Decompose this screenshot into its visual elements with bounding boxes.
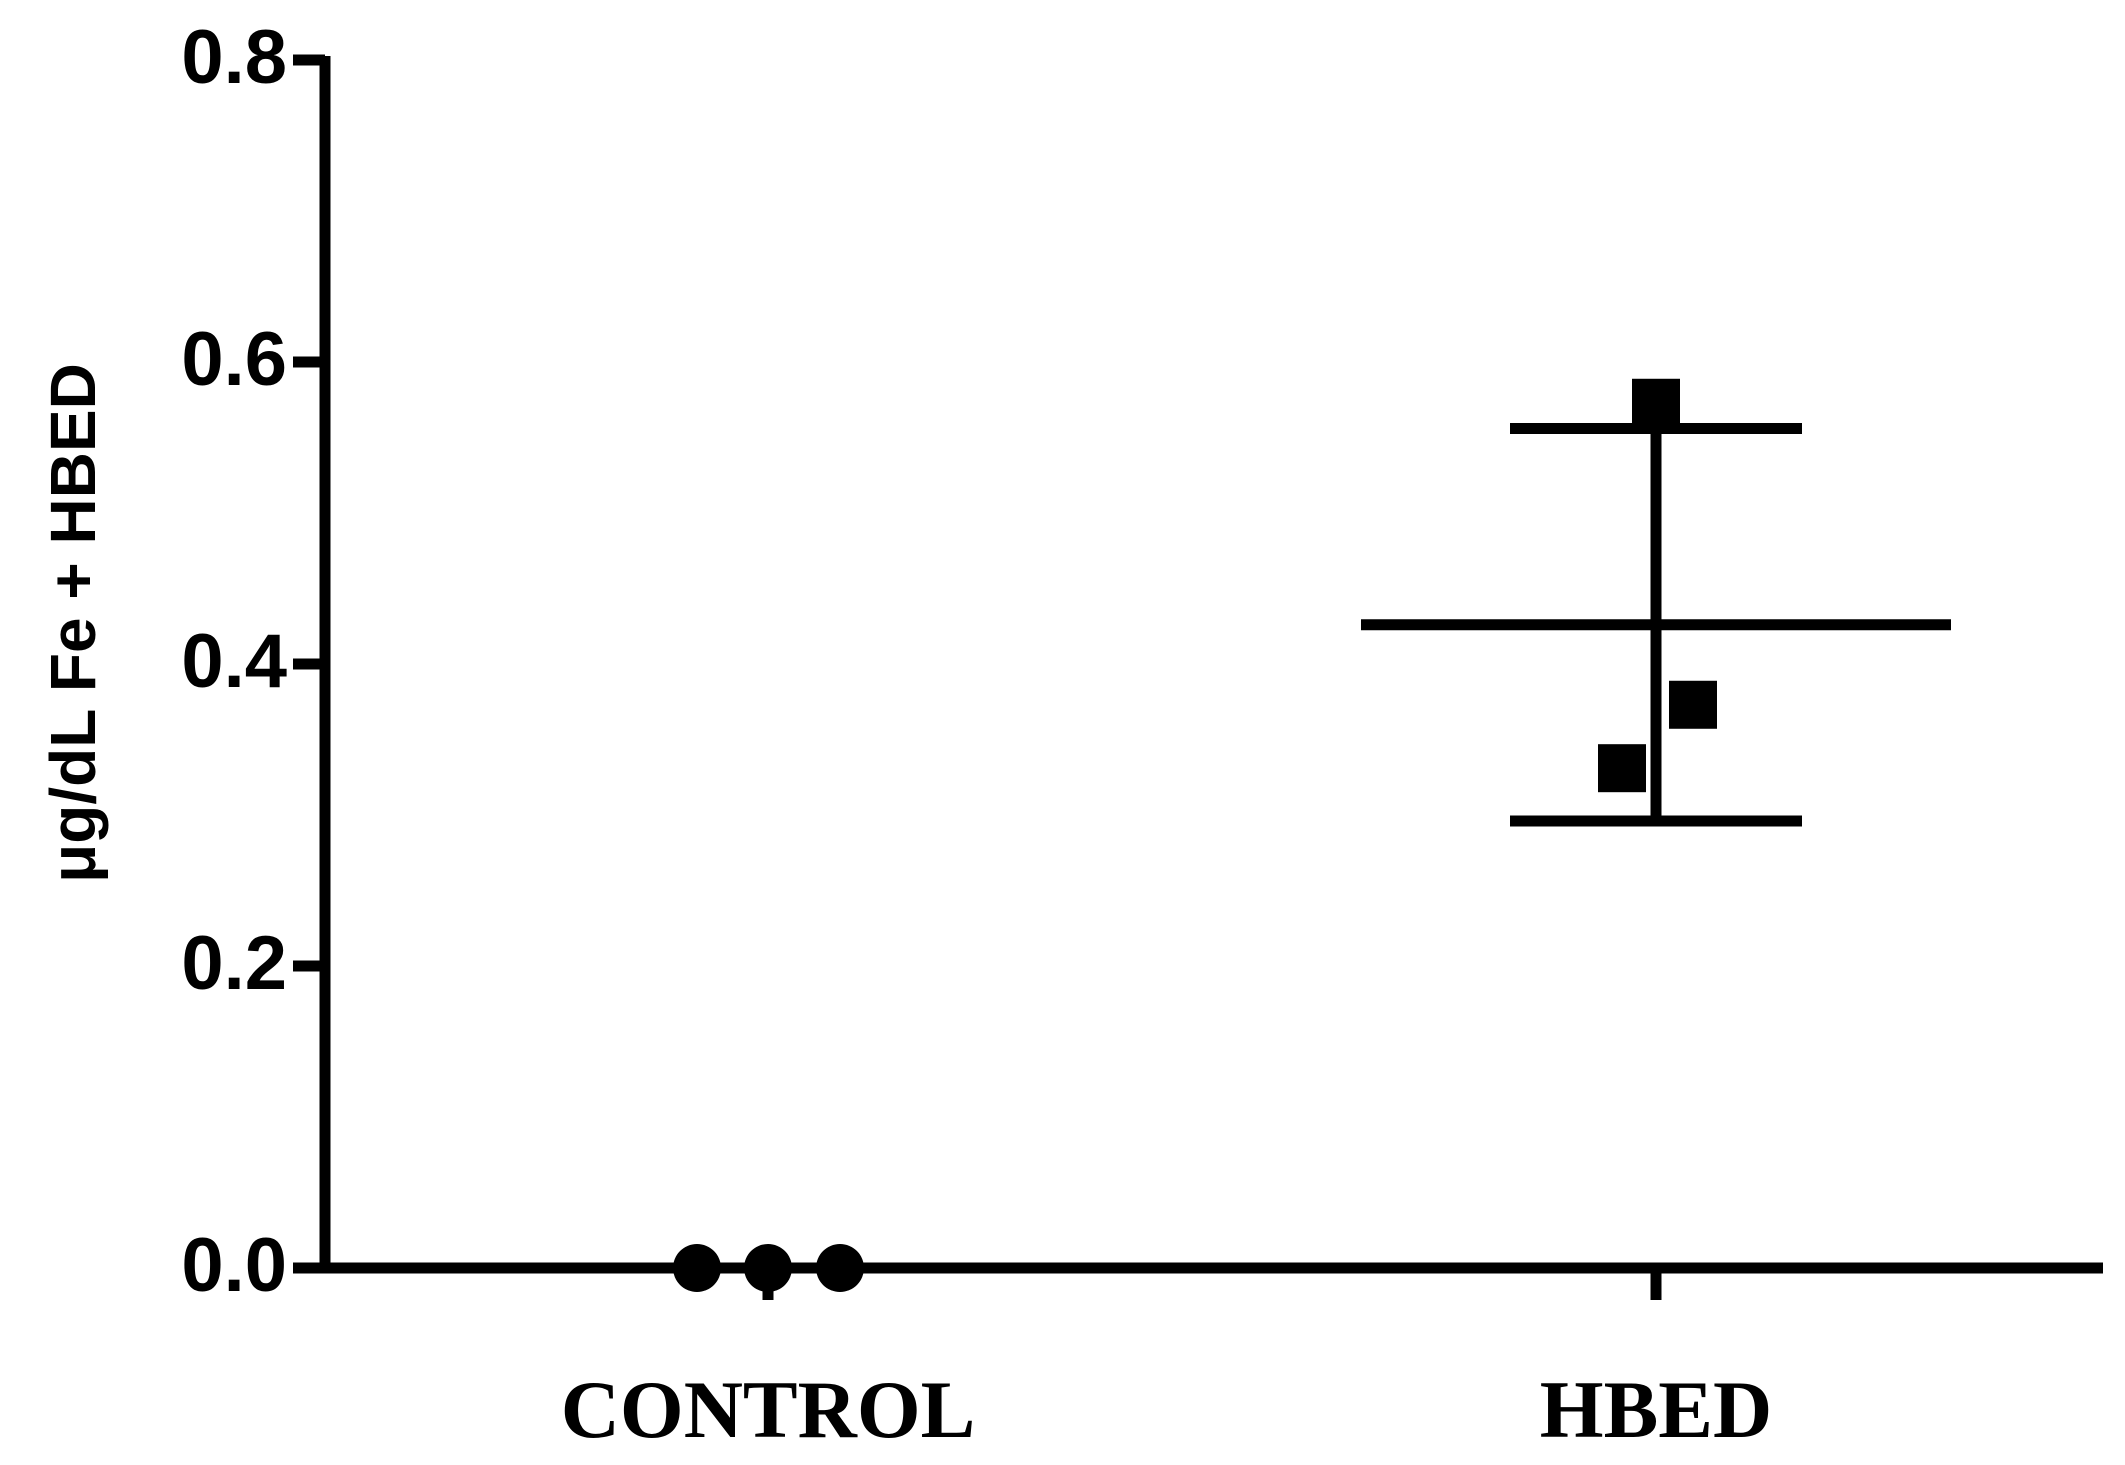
y-tick-label: 0.4 [181, 619, 287, 704]
data-point [1669, 680, 1717, 729]
data-point [1632, 378, 1680, 427]
data-point [1598, 744, 1646, 793]
y-axis-label: μg/dL Fe + HBED [37, 363, 109, 883]
y-tick-label: 0.8 [181, 15, 287, 100]
x-tick-label: CONTROL [561, 1364, 976, 1455]
y-tick-label: 0.0 [181, 1223, 287, 1308]
y-tick-label: 0.2 [181, 921, 287, 1006]
x-tick-label: HBED [1540, 1364, 1772, 1455]
y-tick-label: 0.6 [181, 317, 287, 402]
